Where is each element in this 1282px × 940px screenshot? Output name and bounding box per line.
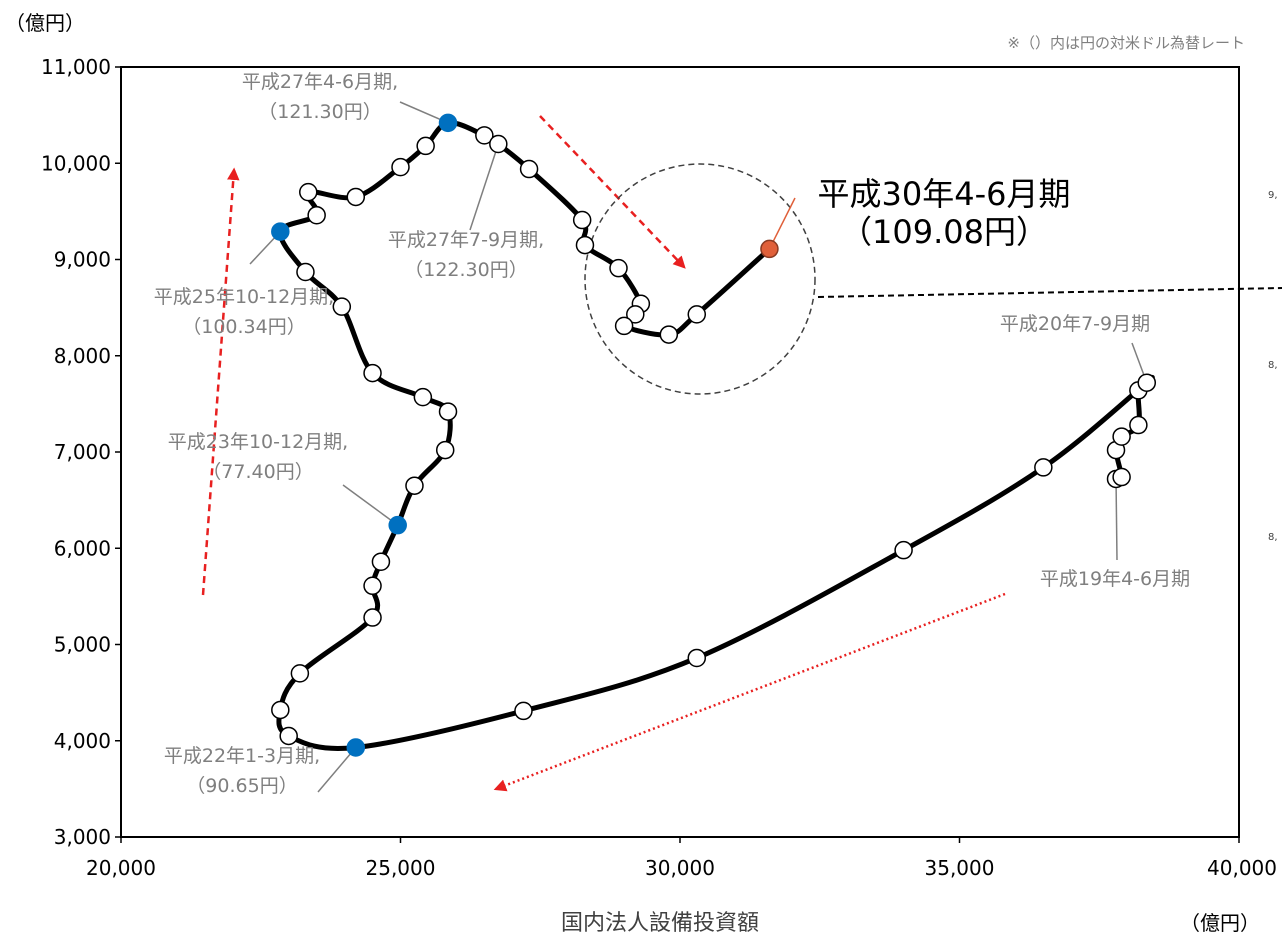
annotation-leader [469, 143, 500, 231]
annotation-label: 平成19年4-6月期 [1040, 568, 1190, 590]
trend-arrow-up [201, 167, 240, 596]
data-point [575, 235, 595, 255]
annotation-leader [342, 484, 399, 526]
y-tick-label: 6,000 [54, 536, 111, 560]
annotation-leader [317, 747, 357, 793]
annotation-rate: （122.30円） [404, 259, 527, 281]
data-point [438, 402, 458, 421]
data-point [363, 608, 382, 627]
latest-point [760, 239, 779, 259]
x-tick-label: 30,000 [645, 856, 715, 880]
x-tick-label: 40,000 [1207, 856, 1277, 880]
annotation-label: 平成27年4-6月期, [242, 71, 398, 93]
y-tick-label: 9,000 [54, 248, 111, 272]
data-point [413, 387, 433, 407]
data-point [363, 363, 382, 383]
side-labels: 9, 8, 8, [1268, 190, 1278, 543]
annotation-label: 平成23年10-12月期, [168, 431, 348, 453]
y-tick-label: 7,000 [54, 440, 111, 464]
data-point [290, 664, 310, 683]
data-point [416, 136, 435, 156]
annotation-rate: （121.30円） [258, 101, 381, 123]
side-tick-label: 8, [1268, 532, 1278, 543]
data-point [609, 258, 628, 278]
annotation-leader [768, 197, 796, 250]
data-point [1034, 458, 1053, 477]
y-tick-label: 3,000 [54, 825, 111, 849]
data-point [435, 440, 455, 460]
data-point [391, 157, 410, 177]
annotation-rate: （90.65円） [186, 775, 297, 797]
highlighted-point [271, 222, 290, 241]
y-unit-label: （億円） [5, 11, 85, 35]
data-point [346, 187, 366, 207]
x-axis-title: 国内法人設備投資額 [561, 911, 759, 936]
rate-note: ※（）内は円の対米ドル為替レート [1007, 34, 1245, 52]
data-point [307, 205, 326, 225]
highlighted-point [438, 113, 458, 133]
annotation-label: 平成27年7-9月期, [388, 229, 544, 251]
data-point [1137, 373, 1157, 392]
highlighted-point [346, 738, 366, 757]
data-point [519, 159, 539, 179]
data-point [332, 297, 352, 316]
data-point [626, 305, 645, 324]
x-tick-label: 25,000 [366, 856, 436, 880]
y-tick-label: 4,000 [54, 729, 111, 753]
annotations: 平成27年4-6月期, （121.30円） 平成27年7-9月期, （122.30円）… [154, 71, 1190, 797]
y-tick-label: 5,000 [54, 633, 111, 657]
annotation-rate: （77.40円） [202, 461, 313, 483]
series-points [271, 113, 1157, 757]
focus-circle [584, 163, 816, 395]
annotation-label: 平成22年1-3月期, [164, 745, 320, 767]
data-point [475, 126, 494, 145]
data-point [687, 648, 707, 668]
annotation-rate: （100.34円） [182, 316, 305, 338]
x-unit-label: （億円） [1180, 911, 1260, 935]
axis-ticks: 3,000 4,000 5,000 6,000 7,000 8,000 9,000 10,00… [41, 55, 1277, 880]
annotation-label: 平成25年10-12月期, [154, 286, 334, 308]
data-point [363, 576, 382, 596]
data-point [894, 540, 913, 560]
data-point [514, 701, 533, 721]
y-tick-label: 10,000 [41, 151, 111, 175]
x-tick-label: 20,000 [86, 856, 156, 880]
data-point [659, 325, 679, 344]
annotation-leader [1115, 478, 1118, 561]
trend-arrow-down-right [539, 115, 686, 269]
data-point [371, 552, 391, 571]
x-tick-label: 35,000 [925, 856, 995, 880]
data-point [279, 726, 298, 746]
focus-connector [817, 287, 1282, 298]
annotation-label: 平成20年7-9月期 [1000, 313, 1150, 335]
data-point [405, 476, 424, 495]
data-point [296, 262, 315, 282]
data-point [271, 700, 290, 720]
side-tick-label: 8, [1268, 360, 1278, 371]
annotation-label: 平成30年4-6月期 [818, 175, 1071, 213]
data-point [1129, 415, 1148, 435]
data-point [687, 305, 707, 324]
data-point [299, 182, 318, 202]
data-point [572, 210, 592, 230]
side-tick-label: 9, [1268, 190, 1278, 201]
data-point [1112, 467, 1131, 487]
trend-arrow-down-left [493, 592, 1006, 792]
annotation-rate: （109.08円） [840, 213, 1048, 251]
data-point [489, 134, 508, 154]
highlighted-point [388, 515, 407, 535]
y-tick-label: 11,000 [41, 55, 111, 79]
data-point [614, 316, 634, 336]
y-tick-label: 8,000 [54, 344, 111, 368]
data-point [1112, 427, 1131, 446]
